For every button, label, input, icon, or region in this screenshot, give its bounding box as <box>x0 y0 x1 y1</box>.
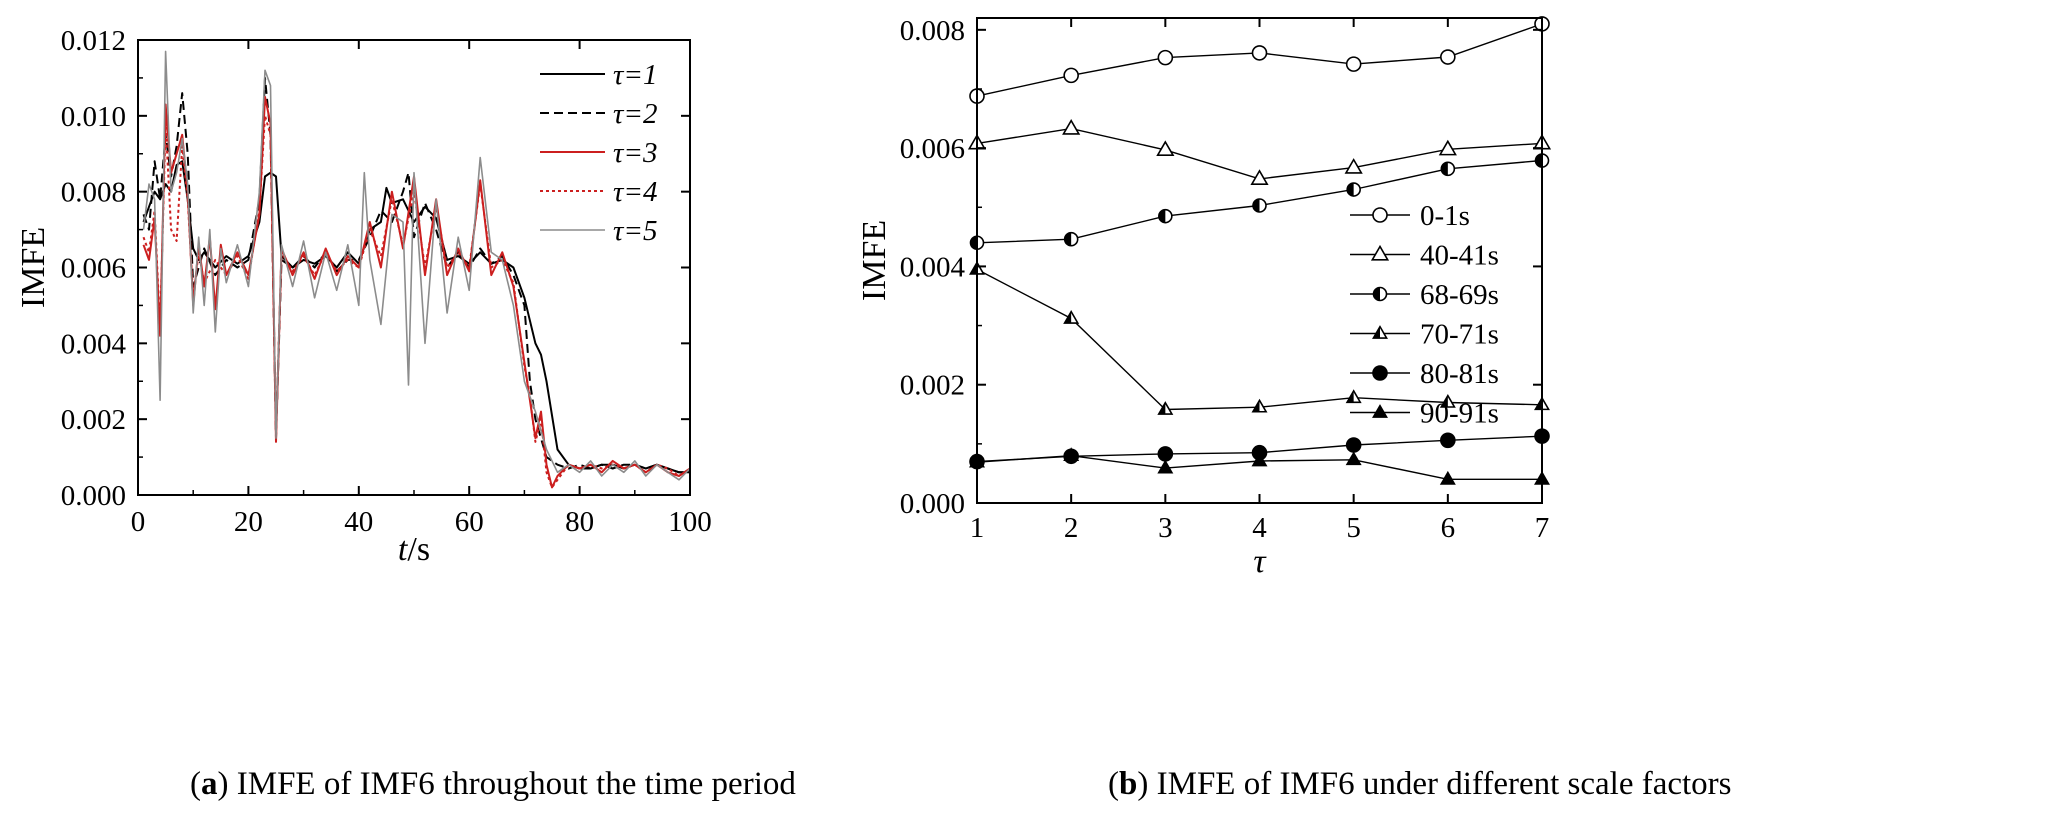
y-tick-label: 0.012 <box>61 25 126 57</box>
legend-marker-68-69s-fill <box>1373 287 1380 301</box>
data-point-70-71s-fill <box>970 262 977 274</box>
x-tick-label: 6 <box>1441 512 1456 544</box>
y-axis-label: IMFE <box>15 227 52 308</box>
legend-label-68-69s: 68-69s <box>1420 279 1499 311</box>
data-point-0-1s <box>1251 45 1268 61</box>
y-tick-label: 0.010 <box>61 101 126 133</box>
data-point-90-91s <box>1345 451 1362 466</box>
legend-marker-40-41s <box>1370 244 1390 261</box>
legend-marker-80-81s <box>1372 365 1388 381</box>
legend-label-90-91s: 90-91s <box>1420 398 1499 430</box>
data-point-80-81s <box>1157 446 1174 462</box>
x-tick-label: 100 <box>668 506 712 538</box>
y-tick-label: 0.008 <box>61 177 126 209</box>
y-tick-label: 0.002 <box>900 370 965 402</box>
caption-a-text: IMFE of IMF6 throughout the time period <box>236 766 796 802</box>
caption-b-label: b <box>1119 766 1138 802</box>
y-tick-label: 0.008 <box>900 15 965 47</box>
y-tick-label: 0.002 <box>61 404 126 436</box>
y-axis-label: IMFE <box>856 220 893 301</box>
y-tick-label: 0.006 <box>900 133 965 165</box>
x-tick-label: 20 <box>234 506 263 538</box>
data-point-70-71s-fill <box>1252 400 1260 412</box>
caption-a-label: a <box>201 766 218 802</box>
x-tick-label: 2 <box>1064 512 1079 544</box>
x-axis-label: τ <box>1253 543 1267 580</box>
chart-a: 0 20 40 60 80 100 0.000 0.002 0.004 0.006 0.008 0.0… <box>15 25 712 568</box>
data-point-70-71s-fill <box>1064 311 1072 324</box>
x-axis-variable: t <box>398 531 409 568</box>
legend-marker-0-1s <box>1372 207 1388 223</box>
data-point-40-41s <box>1438 139 1457 156</box>
series-line-tau-5 <box>142 50 691 481</box>
caption-a: (a) IMFE of IMF6 throughout the time per… <box>190 766 796 802</box>
x-tick-label: 5 <box>1346 512 1361 544</box>
data-point-90-91s <box>1439 470 1456 485</box>
caption-b-text: IMFE of IMF6 under different scale facto… <box>1156 766 1732 802</box>
series-line-tau-4 <box>142 114 691 489</box>
series-line-tau-2 <box>142 76 690 474</box>
data-point-70-71s-fill <box>1158 402 1166 415</box>
x-tick-label: 3 <box>1158 512 1173 544</box>
x-tick-label: 7 <box>1535 512 1550 544</box>
x-tick-label: 1 <box>970 512 985 544</box>
data-point-40-41s <box>1156 140 1175 157</box>
data-point-70-71s-fill <box>1535 397 1542 410</box>
data-point-70-71s-fill <box>1347 390 1354 403</box>
legend-label-tau-2: τ=2 <box>613 98 657 130</box>
x-tick-label: 0 <box>131 506 146 538</box>
legend-label-tau-3: τ=3 <box>613 137 657 169</box>
data-point-0-1s <box>1157 49 1174 66</box>
data-point-70-71s-fill <box>1441 395 1448 408</box>
legend-label-tau-1: τ=1 <box>613 59 657 91</box>
legend-label-tau-5: τ=5 <box>613 215 657 247</box>
x-tick-label: 4 <box>1252 512 1267 544</box>
legend-label-tau-4: τ=4 <box>613 176 657 208</box>
x-axis-label: t/s <box>398 531 430 568</box>
y-tick-label: 0.000 <box>61 480 126 512</box>
x-axis-unit: /s <box>407 531 430 568</box>
data-point-80-81s <box>1345 437 1362 453</box>
chart-b: 1 2 3 4 5 6 7 0.000 0.002 0.004 0.006 0.008 τ IMFE 0-1… <box>856 15 1552 580</box>
data-point-68-69s-fill <box>1441 162 1448 176</box>
y-tick-label: 0.004 <box>61 328 127 360</box>
legend-label-40-41s: 40-41s <box>1420 240 1499 272</box>
data-point-0-1s <box>1063 67 1079 84</box>
x-tick-label: 40 <box>344 506 373 538</box>
data-point-90-91s <box>1157 459 1174 474</box>
legend-label-80-81s: 80-81s <box>1420 358 1499 390</box>
legend-marker-70-71s-fill <box>1373 326 1380 339</box>
data-point-0-1s <box>1345 56 1362 72</box>
data-point-40-41s <box>1344 158 1363 174</box>
data-point-68-69s-fill <box>1347 183 1354 197</box>
data-point-68-69s-fill <box>1253 198 1260 212</box>
y-tick-label: 0.004 <box>900 251 966 283</box>
data-point-40-41s <box>1250 169 1269 185</box>
data-point-80-81s <box>1440 432 1456 449</box>
data-point-40-41s <box>1062 119 1081 135</box>
data-point-68-69s-fill <box>1064 232 1072 246</box>
legend-marker-90-91s <box>1372 404 1388 418</box>
caption-b: (b) IMFE of IMF6 under different scale f… <box>1108 766 1732 802</box>
y-tick-label: 0.006 <box>61 253 126 285</box>
data-point-68-69s-fill <box>1535 154 1542 168</box>
data-point-90-91s <box>1063 447 1080 462</box>
data-point-90-91s <box>1251 452 1268 467</box>
data-point-0-1s <box>1440 49 1456 65</box>
data-point-68-69s-fill <box>1158 209 1166 223</box>
legend-label-0-1s: 0-1s <box>1420 200 1470 232</box>
legend-label-70-71s: 70-71s <box>1420 319 1499 351</box>
x-tick-label: 80 <box>565 506 594 538</box>
x-tick-label: 60 <box>455 506 484 538</box>
data-point-68-69s-fill <box>970 236 977 250</box>
y-tick-label: 0.000 <box>900 488 965 520</box>
